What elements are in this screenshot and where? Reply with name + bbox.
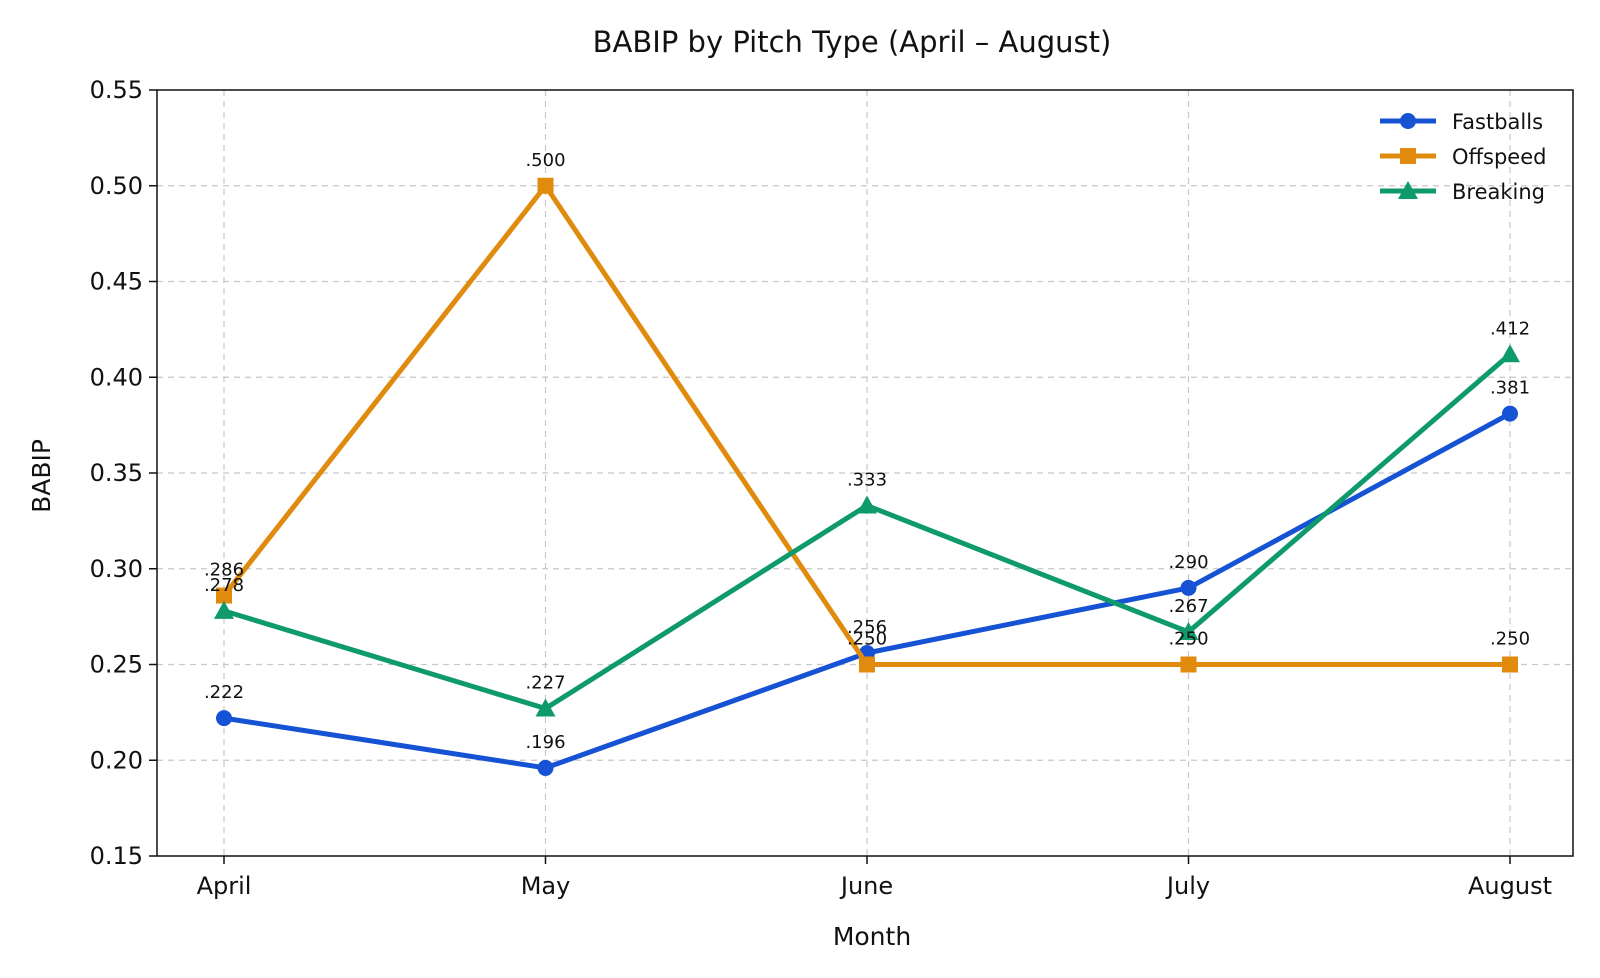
x-tick-label-july: July (1165, 872, 1210, 900)
data-label-offspeed: .250 (1490, 629, 1530, 650)
data-label-breaking: .333 (847, 470, 887, 491)
data-point-breaking (1178, 621, 1199, 640)
data-point-fastballs (1502, 405, 1518, 422)
data-point-offspeed (537, 177, 554, 194)
legend-label-breaking: Breaking (1452, 180, 1545, 204)
data-point-offspeed (859, 656, 875, 673)
data-labels: .222 .196 .256 .290 .381 .286 .500 .250 .250 .250… (204, 150, 1530, 753)
y-tick-label: 0.55 (90, 76, 143, 104)
x-axis-ticks: April May June July August (197, 856, 1552, 900)
y-tick-label: 0.35 (90, 459, 143, 487)
legend-item-fastballs: Fastballs (1380, 110, 1543, 134)
legend-marker-fastballs (1400, 113, 1416, 129)
y-tick-label: 0.15 (90, 842, 143, 870)
data-label-offspeed: .286 (204, 560, 244, 581)
data-label-fastballs: .290 (1168, 552, 1208, 573)
x-tick-label-may: May (521, 872, 571, 900)
data-label-fastballs: .222 (204, 682, 244, 703)
y-tick-label: 0.50 (90, 172, 143, 200)
data-point-offspeed (1180, 656, 1197, 673)
legend-marker-breaking (1398, 181, 1418, 199)
chart-title: BABIP by Pitch Type (April – August) (593, 25, 1112, 59)
data-label-fastballs: .381 (1490, 378, 1530, 399)
y-axis-ticks: 0.15 0.20 0.25 0.30 0.35 0.40 0.45 0.50 0.55 (90, 76, 157, 870)
legend-item-offspeed: Offspeed (1380, 145, 1546, 169)
y-tick-label: 0.25 (90, 651, 143, 679)
x-tick-label-august: August (1468, 872, 1552, 900)
data-label-offspeed: .500 (525, 150, 565, 171)
data-label-fastballs: .196 (525, 732, 565, 753)
legend-label-offspeed: Offspeed (1452, 145, 1546, 169)
data-point-fastballs (216, 710, 232, 727)
legend-item-breaking: Breaking (1380, 180, 1545, 204)
data-label-breaking: .278 (204, 575, 244, 596)
data-point-breaking (1500, 344, 1520, 363)
data-label-breaking: .412 (1490, 318, 1530, 339)
data-point-breaking (857, 495, 877, 514)
data-label-breaking: .267 (1168, 596, 1208, 617)
data-label-fastballs: .256 (847, 617, 887, 638)
y-tick-label: 0.20 (90, 746, 143, 774)
legend-label-fastballs: Fastballs (1452, 110, 1543, 134)
data-point-offspeed (216, 587, 232, 604)
x-tick-label-june: June (839, 872, 893, 900)
legend: Fastballs Offspeed Breaking (1380, 110, 1546, 204)
y-axis-label: BABIP (27, 439, 56, 513)
data-point-breaking (214, 600, 234, 619)
data-label-offspeed: .250 (1168, 629, 1208, 650)
legend-marker-offspeed (1400, 148, 1416, 164)
data-label-breaking: .227 (525, 673, 565, 694)
series-offspeed (216, 177, 1518, 673)
x-axis-label: Month (833, 922, 911, 951)
x-tick-label-april: April (197, 872, 252, 900)
series-breaking (214, 344, 1520, 717)
data-point-breaking (535, 698, 556, 717)
y-tick-label: 0.45 (90, 268, 143, 296)
data-label-offspeed: .250 (847, 629, 887, 650)
series-lines (214, 177, 1520, 776)
y-tick-label: 0.40 (90, 363, 143, 391)
data-point-fastballs (537, 759, 554, 776)
data-point-fastballs (1180, 579, 1197, 596)
data-point-offspeed (1502, 656, 1518, 673)
y-tick-label: 0.30 (90, 555, 143, 583)
